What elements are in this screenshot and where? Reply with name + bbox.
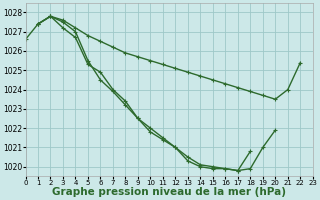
X-axis label: Graphe pression niveau de la mer (hPa): Graphe pression niveau de la mer (hPa) <box>52 187 286 197</box>
